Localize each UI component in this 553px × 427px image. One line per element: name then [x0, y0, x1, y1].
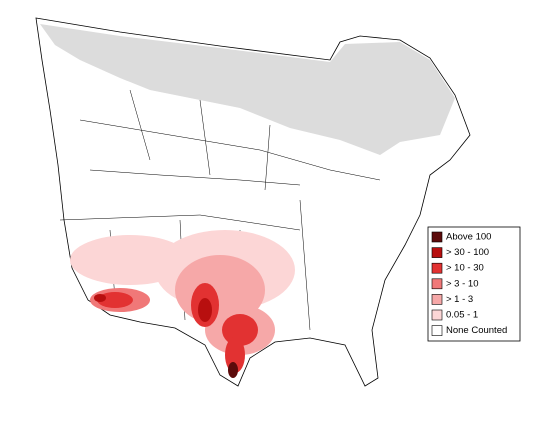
legend-label: > 30 - 100	[446, 247, 489, 258]
legend-label: > 1 - 3	[446, 294, 473, 305]
legend-box	[427, 226, 521, 342]
legend-swatch	[431, 262, 443, 274]
legend-swatch	[431, 231, 443, 243]
legend-swatch	[431, 325, 443, 336]
legend-label: None Counted	[446, 325, 507, 336]
legend-label: 0.05 - 1	[446, 310, 478, 321]
legend-swatch	[431, 294, 443, 305]
legend-label: Above 100	[446, 232, 491, 243]
legend-label: > 3 - 10	[446, 278, 478, 289]
legend-swatch	[431, 247, 443, 258]
legend-swatch	[431, 278, 443, 290]
legend-label: > 10 - 30	[446, 263, 484, 274]
legend-swatch	[431, 309, 443, 321]
legend: Above 100 > 30 - 100 > 10 - 30 > 3 - 10 > 1 …	[427, 226, 521, 342]
abundance-areas	[70, 230, 295, 378]
